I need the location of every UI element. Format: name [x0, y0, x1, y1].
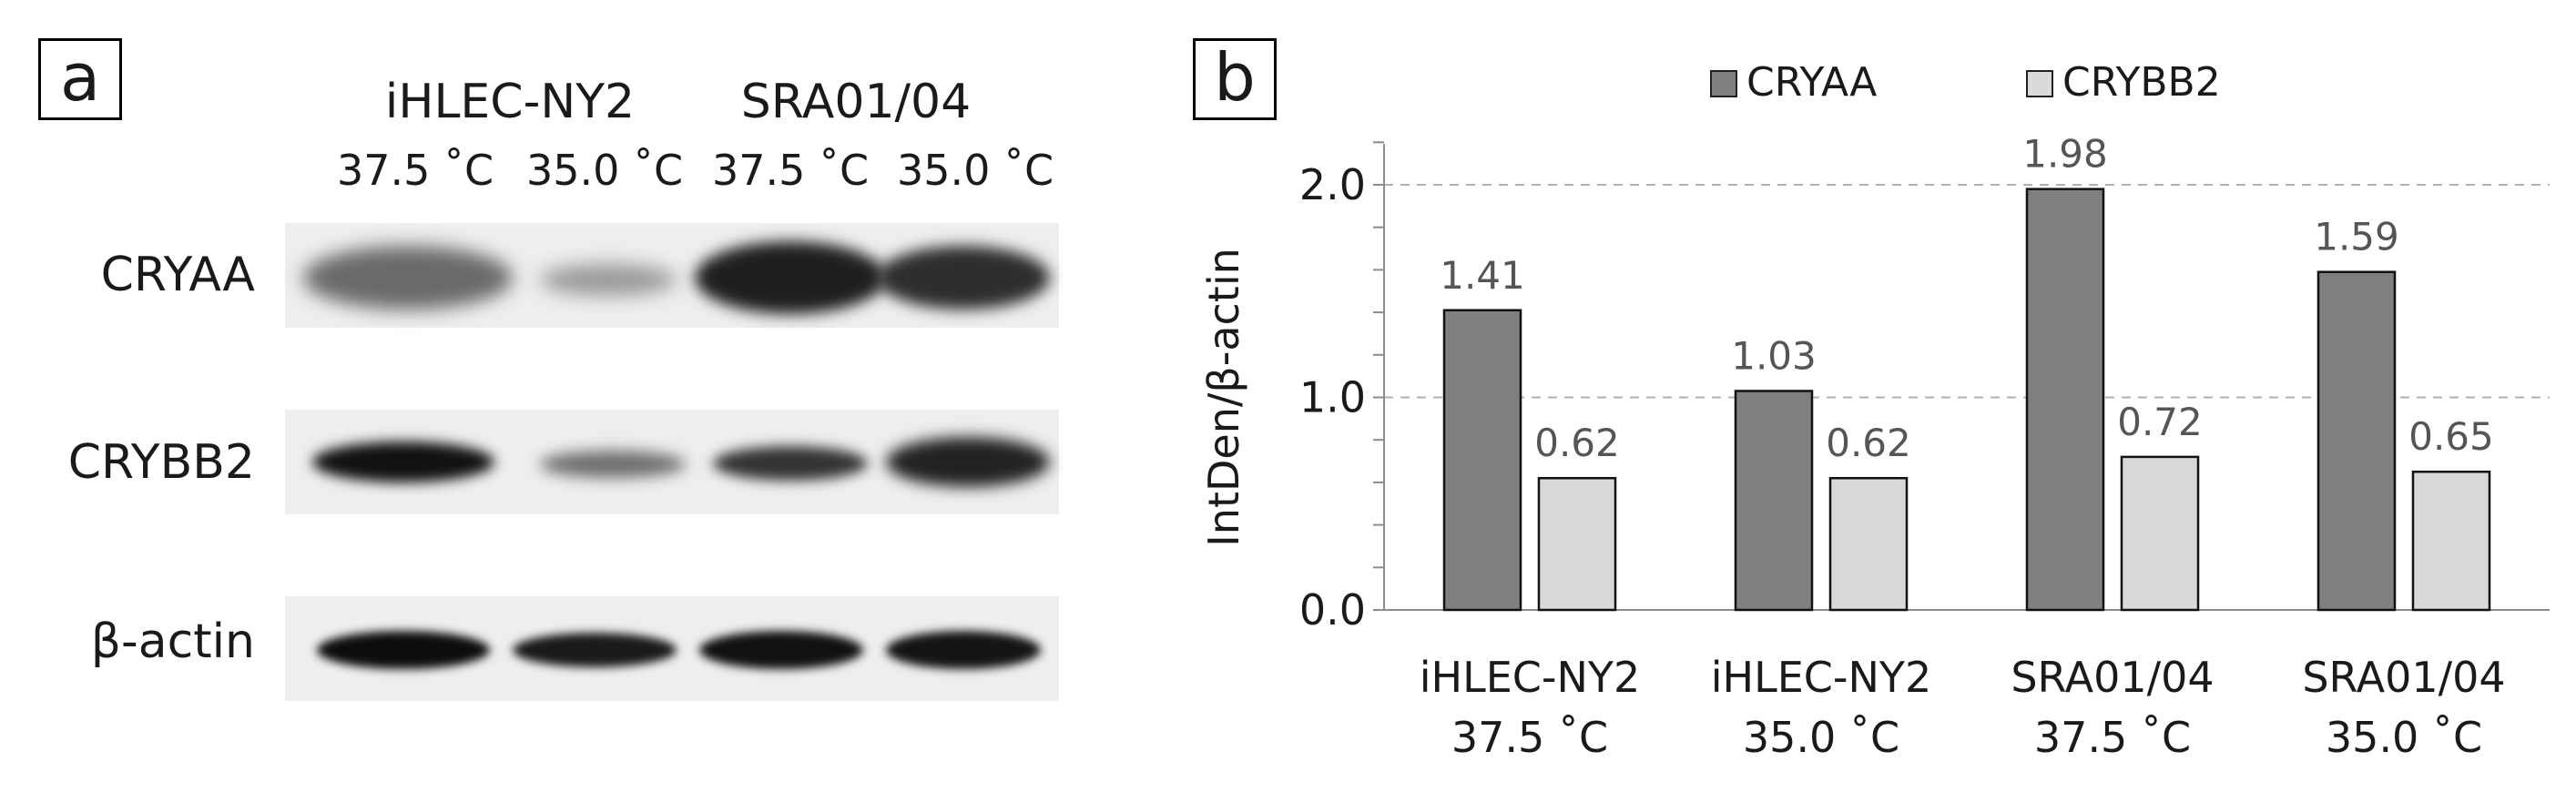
bar-cryaa [2025, 188, 2105, 612]
legend-swatch-crybb2 [2026, 70, 2053, 97]
panel-b-label: b [1193, 38, 1277, 120]
x-tick-label: 37.5 ˚C [1451, 713, 1608, 762]
temp-label-3: 37.5 ˚C [712, 146, 870, 195]
x-tick-label: SRA01/04 [2302, 653, 2505, 702]
x-tick-label: SRA01/04 [2011, 653, 2214, 702]
bar-cryaa [1734, 390, 1814, 612]
blot-row-label-beta-actin: β-actin [90, 614, 255, 669]
data-label: 0.62 [1826, 421, 1911, 465]
blot-image-beta-actin [285, 596, 1059, 701]
cell-line-header-2: SRA01/04 [740, 75, 972, 129]
temp-label-1: 37.5 ˚C [337, 146, 494, 195]
x-tick-label: iHLEC-NY2 [1711, 653, 1932, 702]
legend-swatch-cryaa [1710, 70, 1737, 97]
legend-label-crybb2: CRYBB2 [2062, 59, 2221, 106]
blot-image-cryaa [285, 223, 1059, 328]
temp-label-4: 35.0 ˚C [897, 146, 1054, 195]
legend-label-cryaa: CRYAA [1746, 59, 1878, 106]
y-tick-label: 2.0 [1299, 160, 1366, 209]
x-tick-label: 35.0 ˚C [1743, 713, 1899, 762]
bar-crybb2 [1537, 476, 1617, 612]
bar-crybb2 [2120, 455, 2200, 612]
data-label: 0.62 [1534, 421, 1620, 465]
x-tick-label: 35.0 ˚C [2326, 713, 2482, 762]
x-tick-label: iHLEC-NY2 [1420, 653, 1641, 702]
blot-row-label-cryaa: CRYAA [100, 248, 255, 302]
data-label: 0.65 [2408, 414, 2494, 459]
y-axis-label: IntDen/β-actin [1199, 248, 1248, 547]
data-label: 1.98 [2022, 132, 2108, 177]
data-label: 0.72 [2117, 400, 2203, 444]
temp-label-2: 35.0 ˚C [526, 146, 684, 195]
data-label: 1.59 [2314, 215, 2399, 259]
bar-crybb2 [1828, 476, 1909, 612]
blot-row-label-crybb2: CRYBB2 [67, 435, 255, 490]
bar-cryaa [1442, 309, 1522, 612]
cell-line-header-1: iHLEC-NY2 [384, 75, 636, 129]
data-label: 1.03 [1731, 333, 1817, 378]
panel-a-label: a [38, 38, 122, 120]
bar-cryaa [2316, 270, 2397, 612]
x-tick-label: 37.5 ˚C [2034, 713, 2191, 762]
data-label: 1.41 [1440, 253, 1525, 298]
y-tick-label: 1.0 [1299, 373, 1366, 422]
blot-image-crybb2 [285, 410, 1059, 514]
bar-crybb2 [2411, 470, 2491, 612]
y-tick-label: 0.0 [1299, 585, 1366, 635]
